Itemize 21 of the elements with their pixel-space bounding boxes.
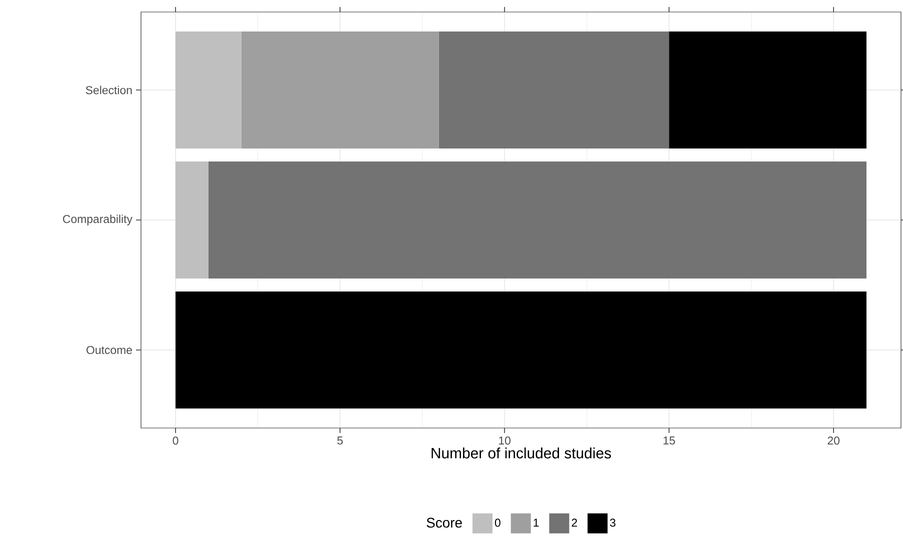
y-tick-label: Outcome [86, 346, 132, 354]
legend-label: 2 [572, 518, 578, 527]
bar [176, 162, 208, 279]
bar [438, 32, 670, 149]
x-tick-label: 15 [664, 436, 675, 445]
legend-label: 3 [610, 518, 616, 527]
legend-title: Score [426, 518, 462, 528]
y-tick-label: Comparability [63, 214, 132, 226]
bar [176, 292, 866, 409]
bar [176, 32, 242, 149]
legend-label: 1 [534, 518, 539, 527]
bar [208, 162, 866, 279]
bar [669, 32, 866, 149]
y-tick-label: Selection [86, 86, 132, 94]
x-tick-label: 0 [172, 436, 178, 445]
bar [241, 32, 439, 149]
x-tick-label: 10 [499, 436, 510, 445]
x-axis-title: Number of included studies [432, 447, 611, 458]
legend-label: 0 [494, 518, 500, 527]
x-tick-label: 5 [337, 436, 343, 445]
x-tick-label: 20 [828, 436, 840, 445]
